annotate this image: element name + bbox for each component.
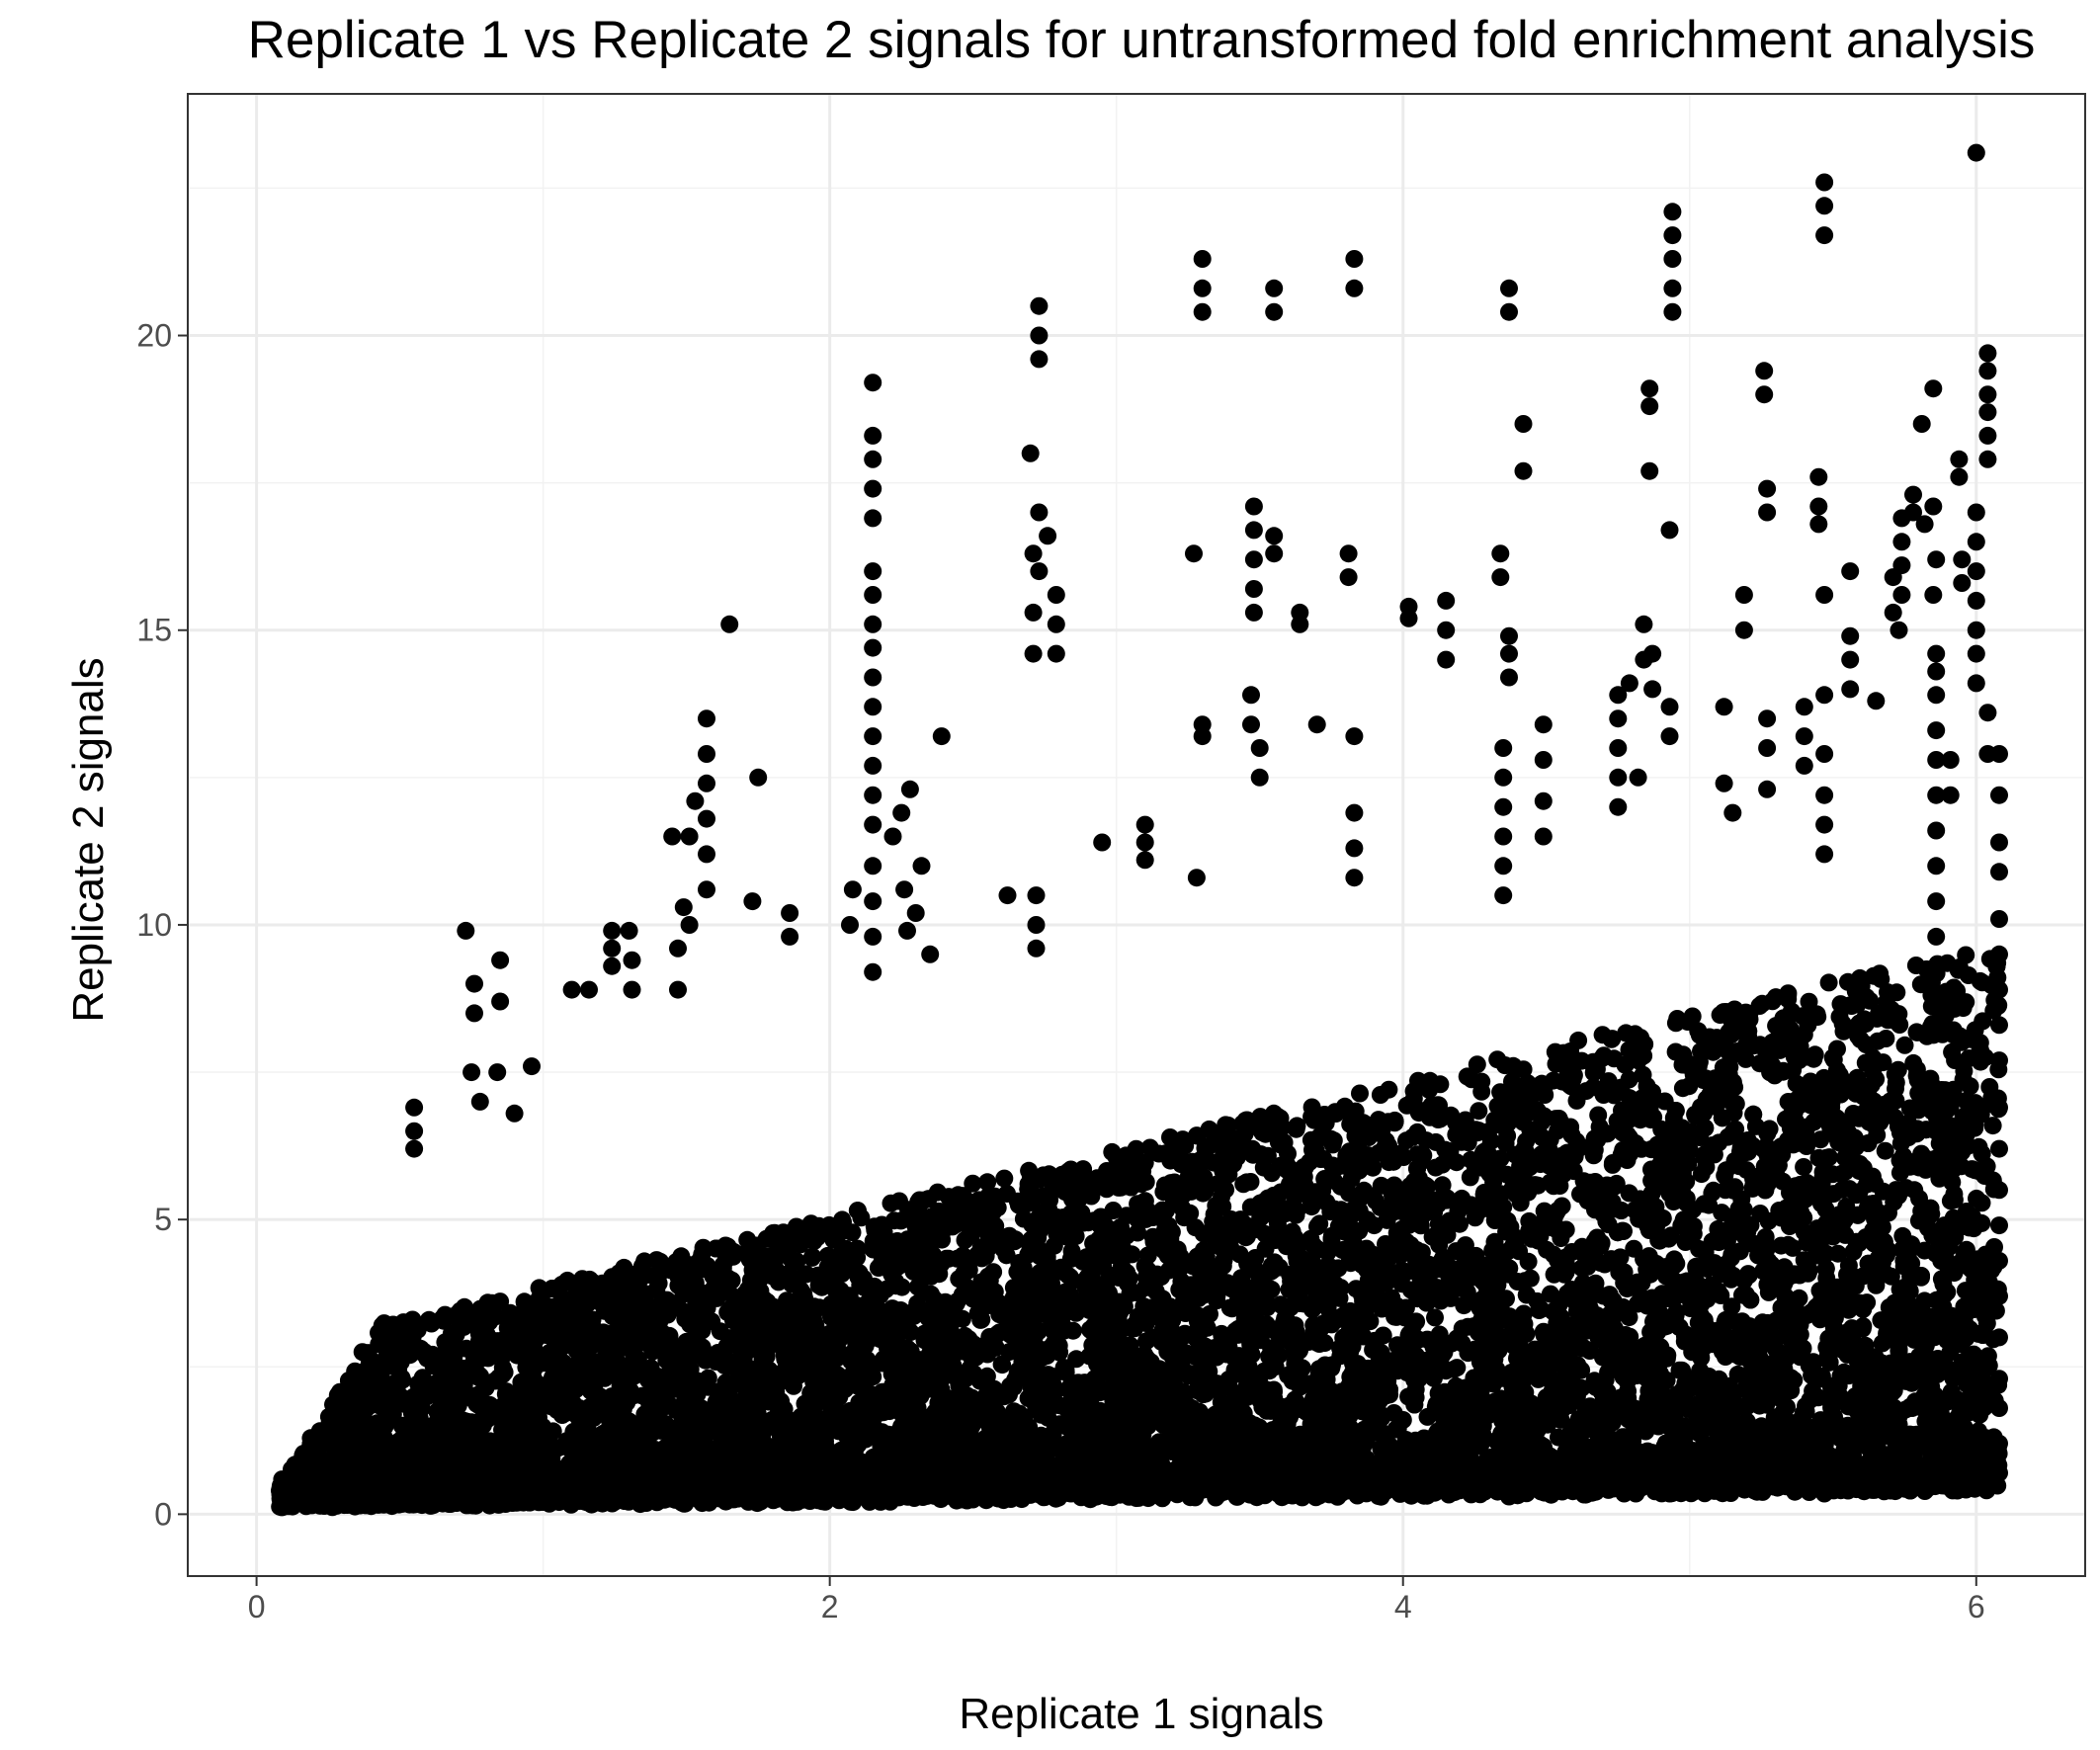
- data-point: [1355, 1181, 1374, 1200]
- data-point: [1895, 1036, 1914, 1054]
- data-point: [1380, 1080, 1398, 1099]
- data-point: [1241, 1173, 1260, 1191]
- data-point: [1448, 1329, 1467, 1348]
- data-point: [1386, 1420, 1405, 1439]
- data-point: [904, 1262, 923, 1281]
- data-point: [1302, 1098, 1321, 1117]
- data-point: [416, 1346, 435, 1365]
- data-point: [1692, 1165, 1711, 1184]
- data-point: [1719, 1127, 1737, 1146]
- data-point: [863, 1367, 881, 1385]
- data-point: [1642, 1160, 1660, 1179]
- data-point: [1129, 1223, 1147, 1242]
- data-point: [1123, 1245, 1141, 1264]
- data-point: [1915, 1292, 1934, 1310]
- data-point: [1906, 957, 1925, 974]
- data-point: [1722, 1297, 1741, 1316]
- data-point: [1541, 1285, 1559, 1303]
- data-point: [1576, 1286, 1595, 1304]
- data-point: [1470, 1102, 1488, 1121]
- chart-title: Replicate 1 vs Replicate 2 signals for u…: [247, 11, 2036, 69]
- data-point: [1519, 1252, 1538, 1271]
- data-point: [796, 1265, 814, 1284]
- data-point: [1061, 1205, 1080, 1223]
- data-point: [953, 1309, 971, 1328]
- data-point: [1666, 1042, 1685, 1061]
- data-point: [1886, 1065, 1904, 1084]
- data-point: [1351, 1084, 1369, 1103]
- data-point: [1468, 1055, 1486, 1074]
- data-point: [1463, 1070, 1481, 1089]
- data-point: [1983, 1117, 2002, 1135]
- data-point: [1957, 946, 1975, 964]
- data-point: [1819, 973, 1838, 992]
- data-point: [1491, 1083, 1510, 1102]
- data-point: [1474, 1185, 1493, 1204]
- dense-point-cloud: [271, 946, 2008, 1517]
- data-point: [1774, 1061, 1793, 1080]
